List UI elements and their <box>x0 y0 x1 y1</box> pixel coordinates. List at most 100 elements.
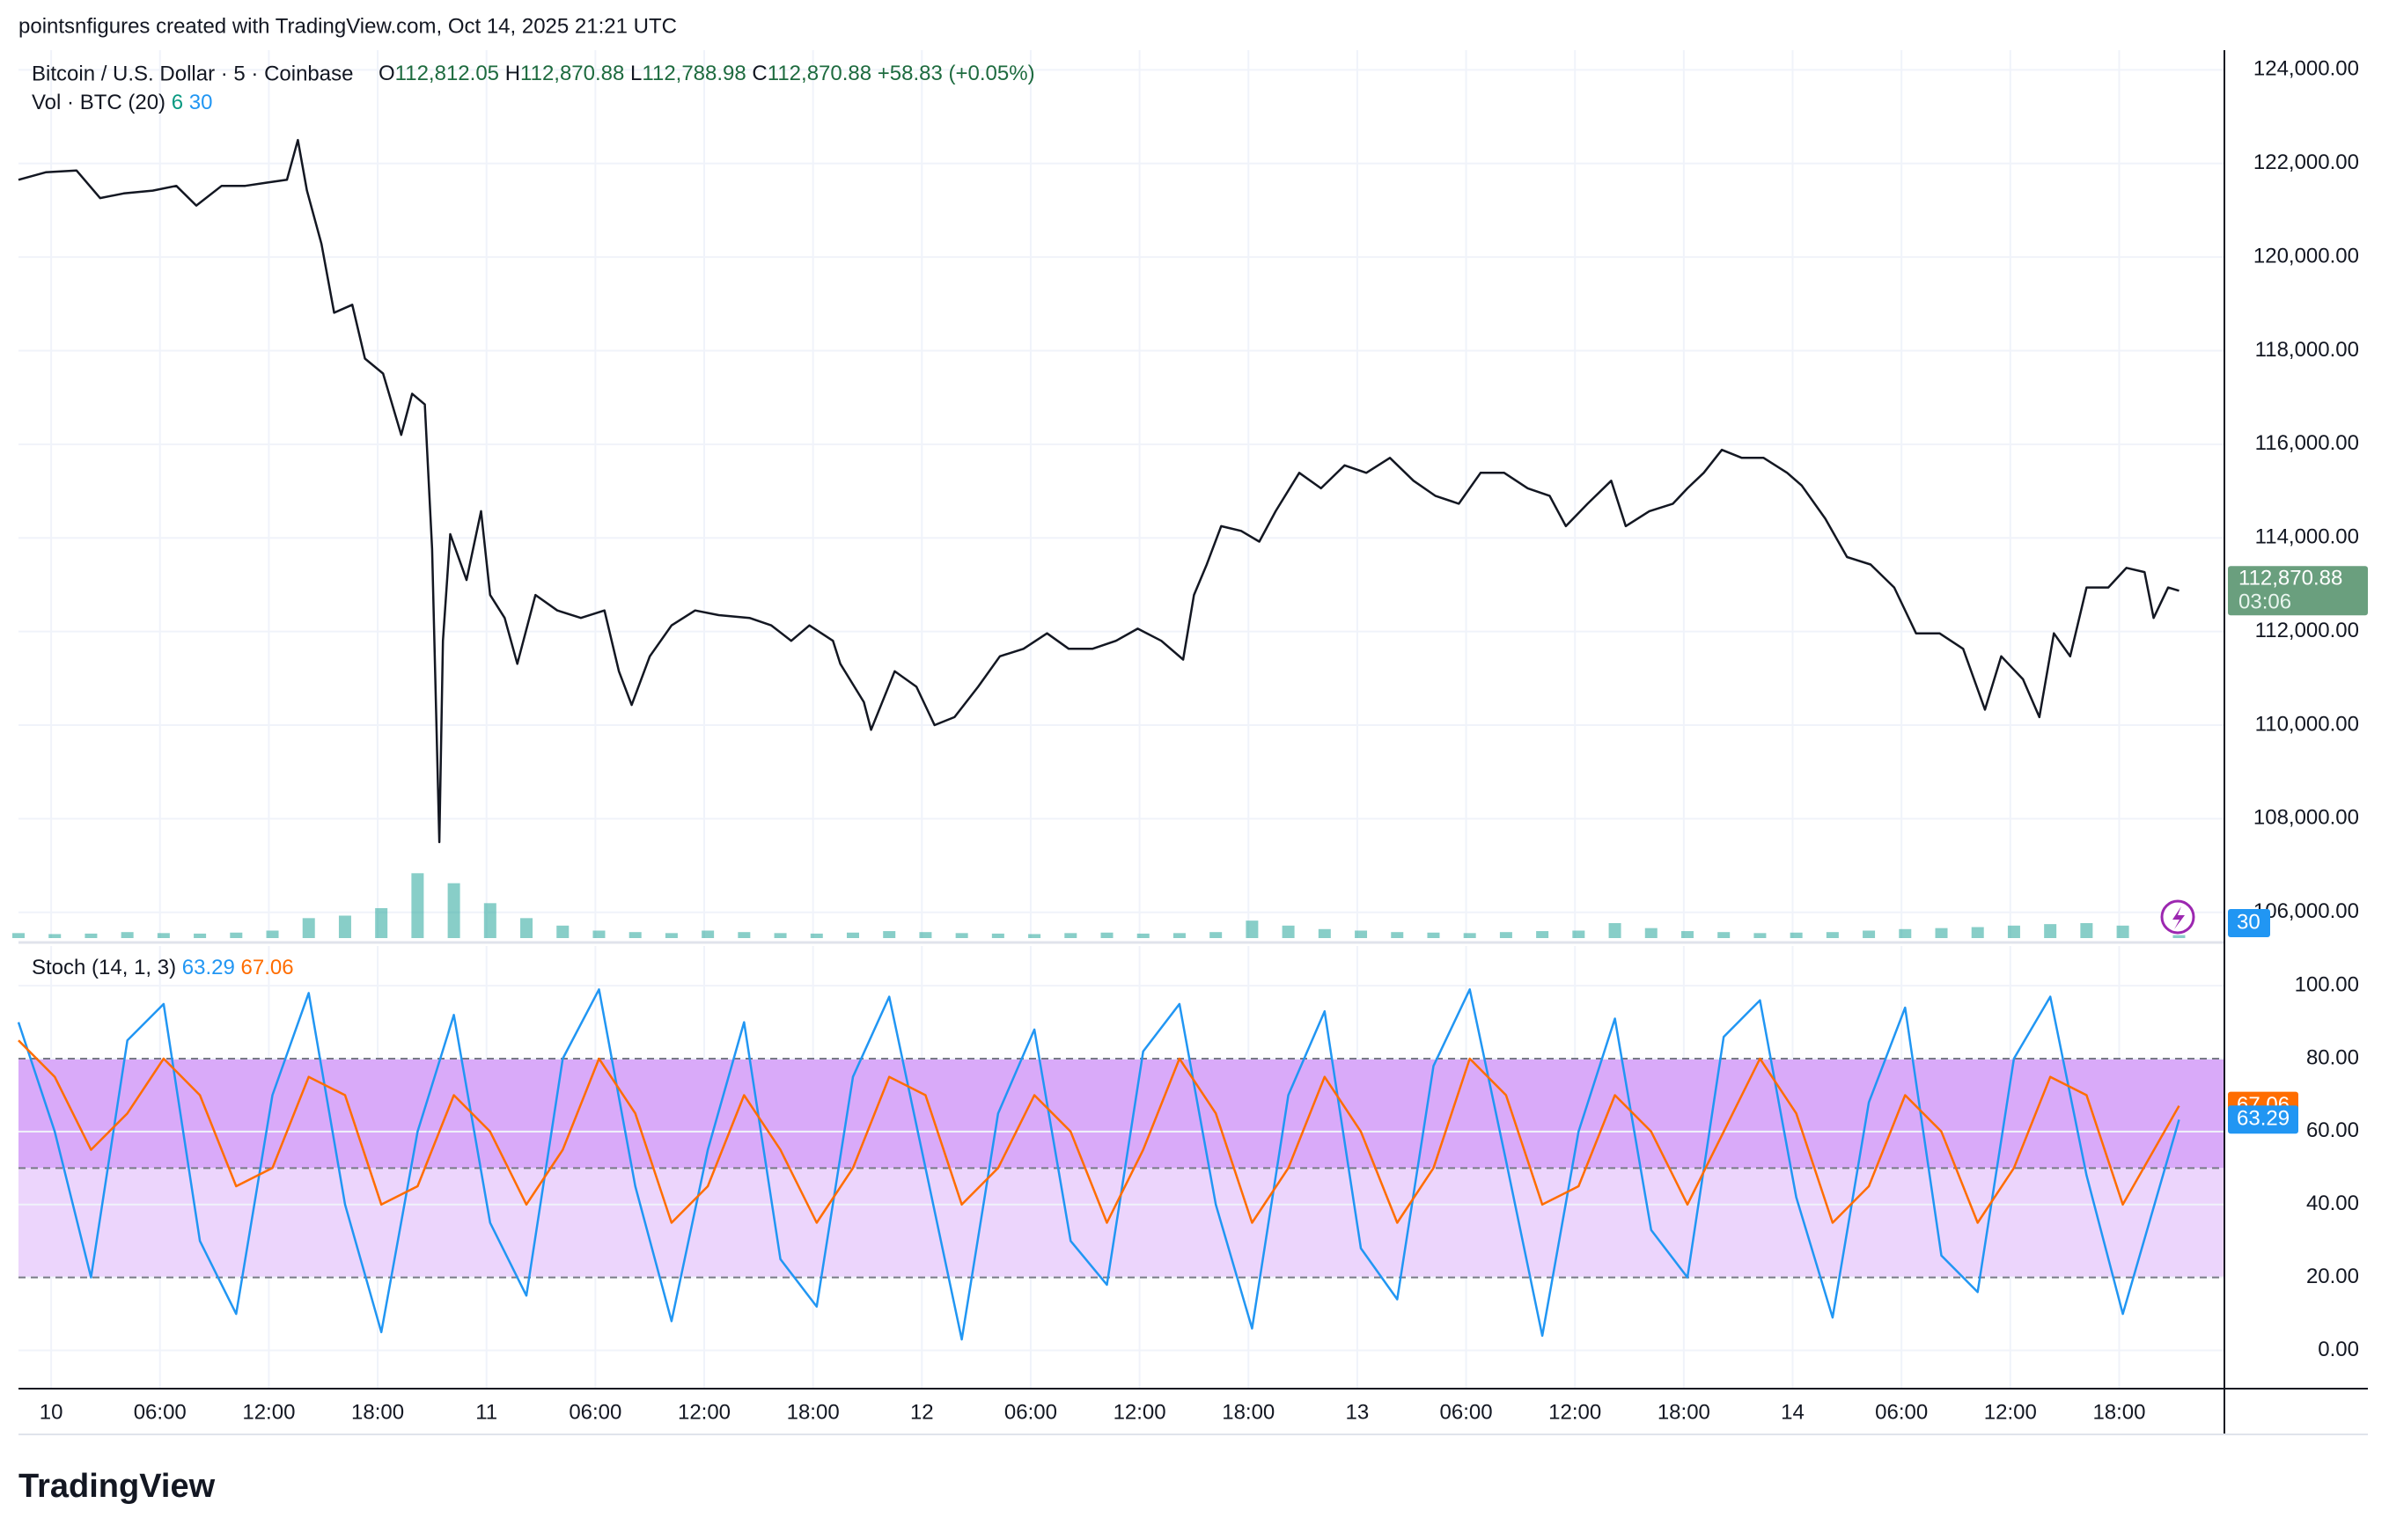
volume-legend: Vol · BTC (20) 6 30 <box>32 91 212 114</box>
volume-bar <box>991 933 1004 938</box>
ohlc-value: 112,788.98 <box>642 62 746 85</box>
volume-bar <box>1100 932 1114 938</box>
volume-bar <box>1028 934 1041 938</box>
x-tick-label: 12:00 <box>1984 1400 2037 1424</box>
series-line <box>18 1039 2180 1224</box>
stoch-value: 63.29 <box>182 956 235 979</box>
volume-bar <box>157 933 170 938</box>
volume-bar <box>665 933 678 938</box>
volume-bar <box>702 930 715 938</box>
volume-bar <box>1826 932 1839 938</box>
ohlc-key: H <box>505 62 520 85</box>
volume-bar <box>1680 931 1694 938</box>
volume-bar <box>483 903 496 938</box>
x-tick-label: 12:00 <box>242 1400 295 1424</box>
volume-bar <box>2007 925 2020 938</box>
ohlc-key: C <box>752 62 767 85</box>
volume-bar <box>121 932 134 938</box>
x-tick-label: 18:00 <box>787 1400 840 1424</box>
y-tick-label: 40.00 <box>2306 1192 2359 1215</box>
volume-bar <box>1064 933 1077 938</box>
volume-bar <box>1246 920 1259 938</box>
volume-ma: 30 <box>189 91 213 114</box>
x-tick-label: 18:00 <box>1222 1400 1275 1424</box>
volume-bar <box>194 933 207 938</box>
x-tick-label: 06:00 <box>1440 1400 1493 1424</box>
volume-bar <box>2044 924 2057 938</box>
volume-bar <box>2116 925 2129 938</box>
volume-bar <box>411 873 424 938</box>
x-tick-label: 06:00 <box>1875 1400 1928 1424</box>
x-tick-label: 10 <box>40 1400 63 1424</box>
ohlc-key: L <box>630 62 642 85</box>
change: +58.83 (+0.05%) <box>878 62 1035 85</box>
volume-bar <box>1463 933 1476 938</box>
x-tick-label: 06:00 <box>134 1400 187 1424</box>
x-tick-label: 06:00 <box>1004 1400 1057 1424</box>
x-tick-label: 12:00 <box>678 1400 731 1424</box>
volume-bar <box>12 933 25 938</box>
volume-bar <box>1644 928 1658 938</box>
volume-bar <box>1572 930 1585 938</box>
volume-bar <box>1427 932 1440 938</box>
price-tag-countdown: 03:06 <box>2238 590 2291 614</box>
volume-bar <box>302 918 315 938</box>
volume-bar <box>774 933 787 938</box>
price-tag <box>2228 566 2368 616</box>
volume-bar <box>1863 930 1876 938</box>
volume-bar <box>1935 928 1948 938</box>
ohlc-value: 112,812.05 <box>395 62 499 85</box>
volume-bar <box>85 933 98 938</box>
volume-bar <box>1172 933 1186 938</box>
ohlc-key: O <box>379 62 395 85</box>
x-tick-label: 13 <box>1346 1400 1370 1424</box>
volume-bar <box>883 931 896 938</box>
volume-bar <box>1717 932 1731 938</box>
x-tick-label: 14 <box>1781 1400 1805 1424</box>
x-tick-label: 06:00 <box>569 1400 621 1424</box>
volume-bar <box>628 932 642 938</box>
volume-bar <box>266 930 279 938</box>
stoch-title: Stoch (14, 1, 3) <box>32 956 176 979</box>
volume-bar <box>1536 931 1549 938</box>
volume-bar <box>1136 933 1150 938</box>
series-line <box>17 988 2180 1341</box>
ohlc-legend: O112,812.05 H112,870.88 L112,788.98 C112… <box>379 62 1035 85</box>
volume-bar <box>2172 935 2186 938</box>
series-line <box>18 138 2180 844</box>
y-tick-label: 106,000.00 <box>2253 899 2359 923</box>
x-tick-label: 12:00 <box>1114 1400 1166 1424</box>
volume-bar <box>592 930 606 938</box>
credit: pointsnfigures created with TradingView.… <box>18 14 677 38</box>
alert-icon-bolt <box>2172 906 2185 929</box>
volume-tag-label: 30 <box>2237 910 2260 934</box>
y-tick-label: 124,000.00 <box>2253 57 2359 81</box>
ohlc-value: 112,870.88 <box>768 62 871 85</box>
volume-bar <box>1971 927 1984 938</box>
y-tick-label: 122,000.00 <box>2253 150 2359 174</box>
x-tick-label: 18:00 <box>2092 1400 2145 1424</box>
volume-bar <box>1753 933 1767 938</box>
volume-bar <box>846 932 859 938</box>
y-tick-label: 20.00 <box>2306 1265 2359 1288</box>
volume-bar <box>556 925 570 938</box>
y-tick-label: 100.00 <box>2295 973 2359 997</box>
x-tick-label: 11 <box>475 1400 497 1424</box>
volume-tag <box>2228 908 2270 937</box>
y-tick-label: 60.00 <box>2306 1118 2359 1142</box>
y-tick-label: 118,000.00 <box>2255 338 2359 362</box>
y-tick-label: 114,000.00 <box>2255 525 2359 549</box>
volume-bar <box>447 883 460 938</box>
legend-title: Bitcoin / U.S. Dollar · 5 · Coinbase <box>32 62 353 85</box>
stoch-value: 67.06 <box>241 956 294 979</box>
y-tick-label: 120,000.00 <box>2253 244 2359 268</box>
y-tick-label: 112,000.00 <box>2255 619 2359 642</box>
volume-bar <box>375 907 388 938</box>
volume-bar <box>738 932 751 938</box>
stoch-legend: Stoch (14, 1, 3) 63.29 67.06 <box>32 956 294 979</box>
volume-bar <box>1608 922 1621 938</box>
x-tick-label: 18:00 <box>351 1400 404 1424</box>
ohlc-value: 112,870.88 <box>520 62 624 85</box>
